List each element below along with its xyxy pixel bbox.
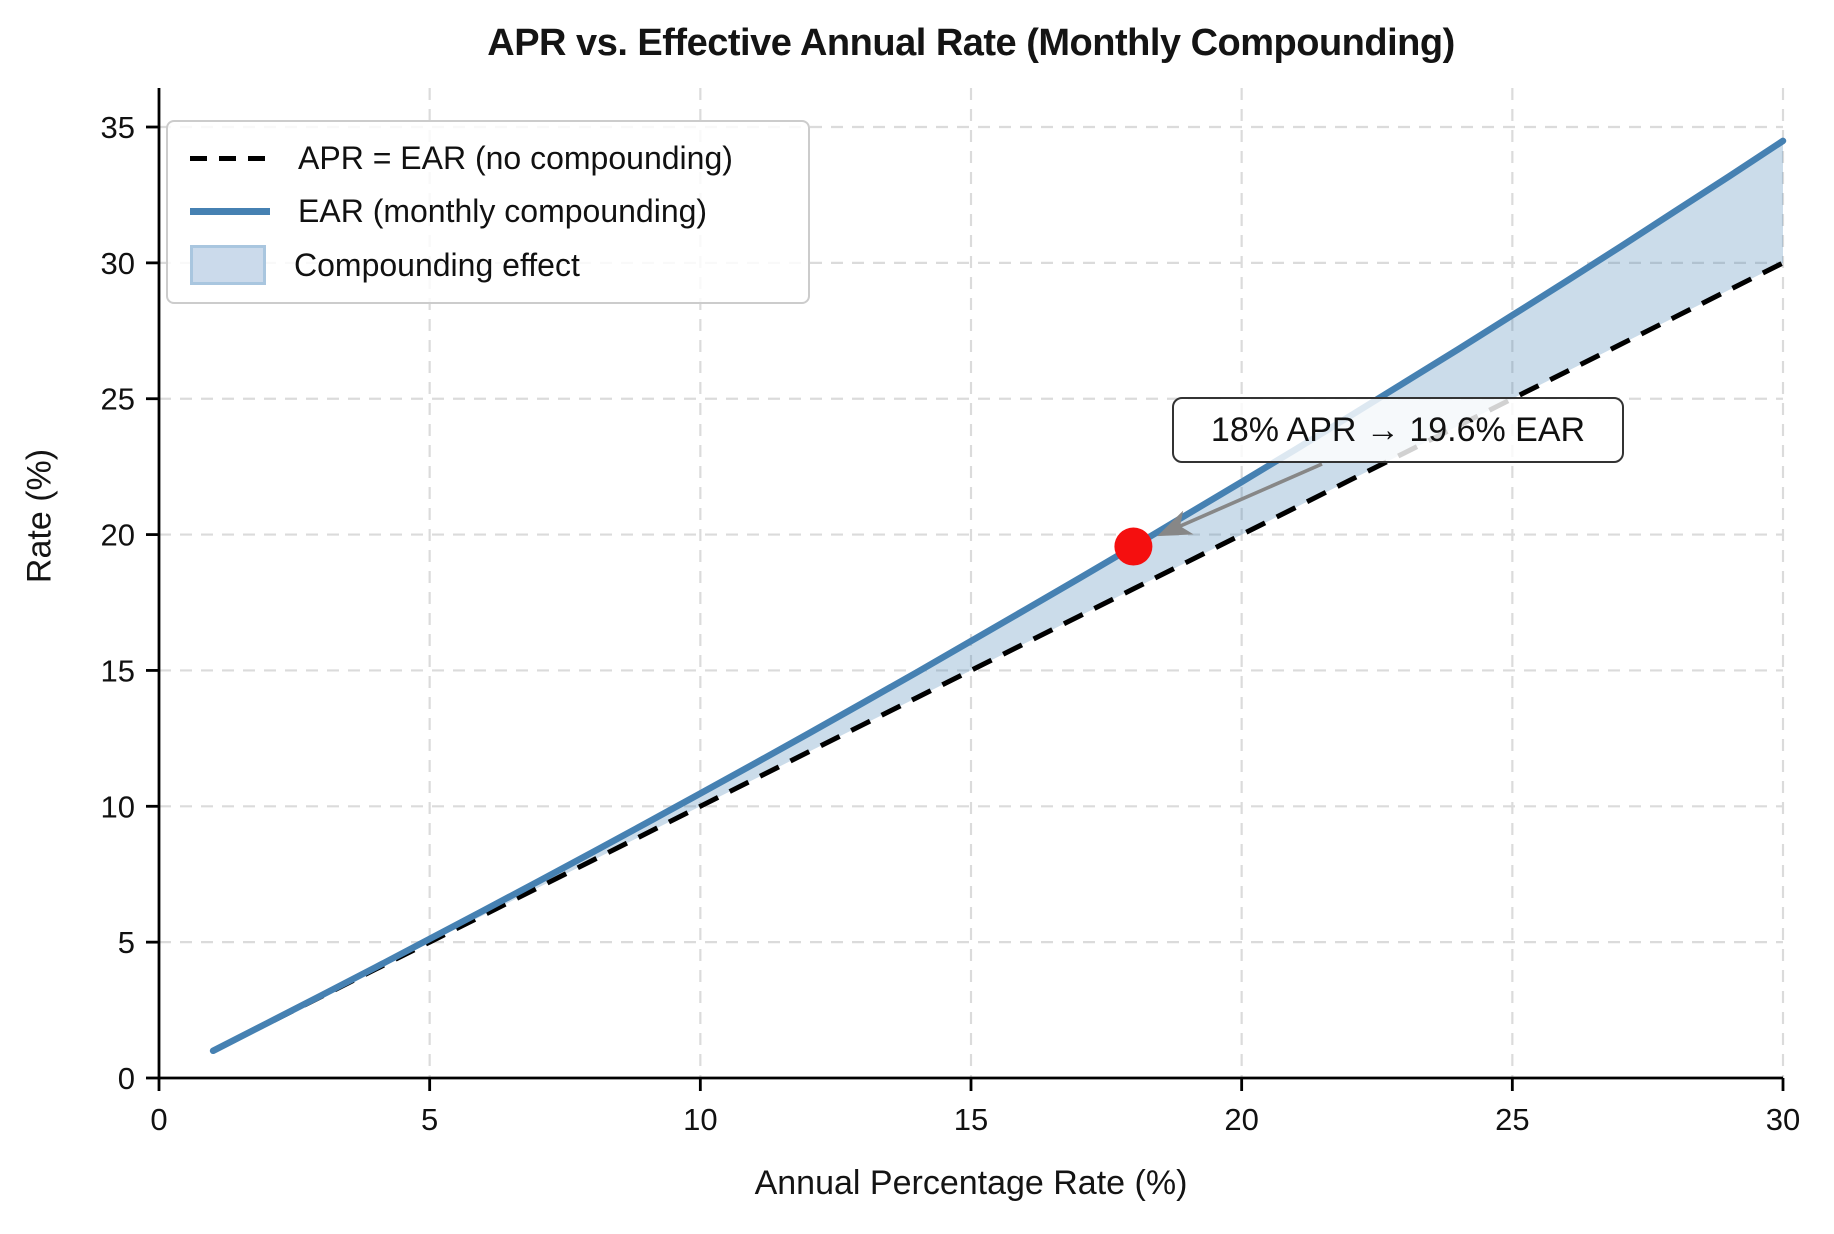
y-tick-label: 25: [101, 382, 135, 417]
y-tick-label: 0: [118, 1061, 135, 1096]
y-tick-label: 35: [101, 110, 135, 145]
legend-label-ear: EAR (monthly compounding): [298, 193, 708, 230]
x-tick-label: 5: [421, 1102, 438, 1137]
solid-line-icon: [190, 208, 270, 216]
annotation-text: 18% APR → 19.6% EAR: [1210, 410, 1586, 449]
legend-label-apr: APR = EAR (no compounding): [298, 140, 733, 177]
x-axis-label: Annual Percentage Rate (%): [754, 1164, 1188, 1202]
highlight-point: [1114, 527, 1153, 566]
fill-patch-icon: [190, 245, 266, 286]
legend-item-ear-line: EAR (monthly compounding): [190, 187, 808, 237]
legend-item-apr-line: APR = EAR (no compounding): [190, 134, 808, 184]
y-tick-label: 15: [101, 653, 135, 688]
y-tick-label: 30: [101, 246, 135, 281]
apr-equals-ear-line: [211, 260, 1785, 1054]
annotation-arrow-shaft: [1174, 462, 1323, 530]
annotation-box: 18% APR → 19.6% EAR: [1172, 397, 1624, 463]
x-tick-label: 15: [954, 1102, 988, 1137]
tick-labels: 0 5 10 15 20 25 30 0 5 10 15 20 25 30 35: [101, 110, 1801, 1137]
annotation-arrow-head: [1157, 510, 1194, 537]
y-axis-label: Rate (%): [20, 448, 59, 584]
x-tick-label: 30: [1766, 1102, 1800, 1137]
legend: APR = EAR (no compounding) EAR (monthly …: [166, 120, 810, 304]
x-tick-label: 10: [683, 1102, 717, 1137]
y-tick-label: 10: [101, 789, 135, 824]
x-tick-label: 20: [1224, 1102, 1258, 1137]
dashed-line-icon: [190, 156, 270, 162]
axis-ticks: [146, 125, 1785, 1091]
legend-item-fill: Compounding effect: [190, 240, 808, 290]
x-tick-label: 25: [1495, 1102, 1529, 1137]
ear-line: [209, 137, 1787, 1055]
legend-label-fill: Compounding effect: [294, 246, 580, 283]
y-tick-label: 20: [101, 518, 135, 553]
y-tick-label: 5: [118, 925, 135, 960]
chart-title: APR vs. Effective Annual Rate (Monthly C…: [487, 22, 1455, 64]
x-tick-label: 0: [150, 1102, 167, 1137]
